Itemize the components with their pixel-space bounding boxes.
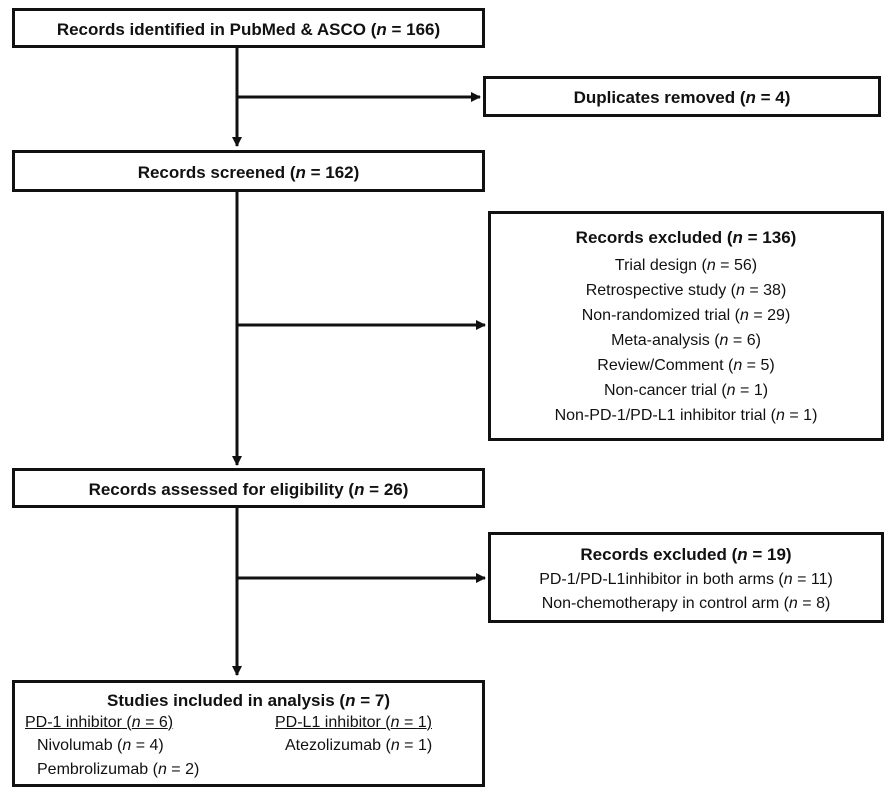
pd1-drug-item: Nivolumab (n = 4) (37, 737, 164, 754)
identified-label: Records identified in PubMed & ASCO (56, 20, 366, 39)
screened-box: Records screened (n = 162) (12, 150, 485, 192)
excluded2-title-label: Records excluded (580, 545, 727, 564)
excluded1-item: Review/Comment (n = 5) (597, 357, 775, 374)
pdl1-drug-item: Atezolizumab (n = 1) (285, 737, 433, 754)
eligibility-box: Records assessed for eligibility (n = 26… (12, 468, 485, 508)
eligibility-label: Records assessed for eligibility (88, 480, 344, 499)
excluded1-item: Non-PD-1/PD-L1 inhibitor trial (n = 1) (554, 407, 818, 424)
identified-box: Records identified in PubMed & ASCO (n =… (12, 8, 485, 48)
pdl1-group-heading: PD-L1 inhibitor (n = 1) (275, 714, 432, 731)
excluded1-title-n: 136 (762, 228, 791, 247)
excluded2-title-n: 19 (767, 545, 786, 564)
identified-n: 166 (406, 20, 435, 39)
duplicates-n: 4 (775, 88, 785, 107)
included-title-n: 7 (374, 691, 385, 710)
excluded2-item: Non-chemotherapy in control arm (n = 8) (541, 595, 831, 612)
excluded-box-1: Records excluded (n = 136) Trial design … (488, 211, 884, 441)
excluded1-title-label: Records excluded (575, 228, 723, 247)
pd1-drug-item: Pembrolizumab (n = 2) (37, 761, 200, 778)
duplicates-label: Duplicates removed (573, 88, 736, 107)
excluded1-item: Trial design (n = 56) (614, 257, 758, 274)
excluded2-item: PD-1/PD-L1inhibitor in both arms (n = 11… (539, 571, 833, 588)
screened-label: Records screened (137, 163, 286, 182)
excluded1-item: Non-cancer trial (n = 1) (603, 382, 769, 399)
screened-n: 162 (325, 163, 354, 182)
excluded1-item: Retrospective study (n = 38) (585, 282, 787, 299)
pd1-group-heading: PD-1 inhibitor (n = 6) (25, 714, 174, 731)
excluded1-item: Non-randomized trial (n = 29) (581, 307, 791, 324)
eligibility-n: 26 (383, 480, 403, 499)
included-box: Studies included in analysis (n = 7) PD-… (12, 680, 485, 787)
excluded-box-2: Records excluded (n = 19) PD-1/PD-L1inhi… (488, 532, 884, 623)
excluded1-item: Meta-analysis (n = 6) (611, 332, 761, 349)
included-title-label: Studies included in analysis (107, 691, 335, 710)
duplicates-box: Duplicates removed (n = 4) (483, 76, 881, 117)
